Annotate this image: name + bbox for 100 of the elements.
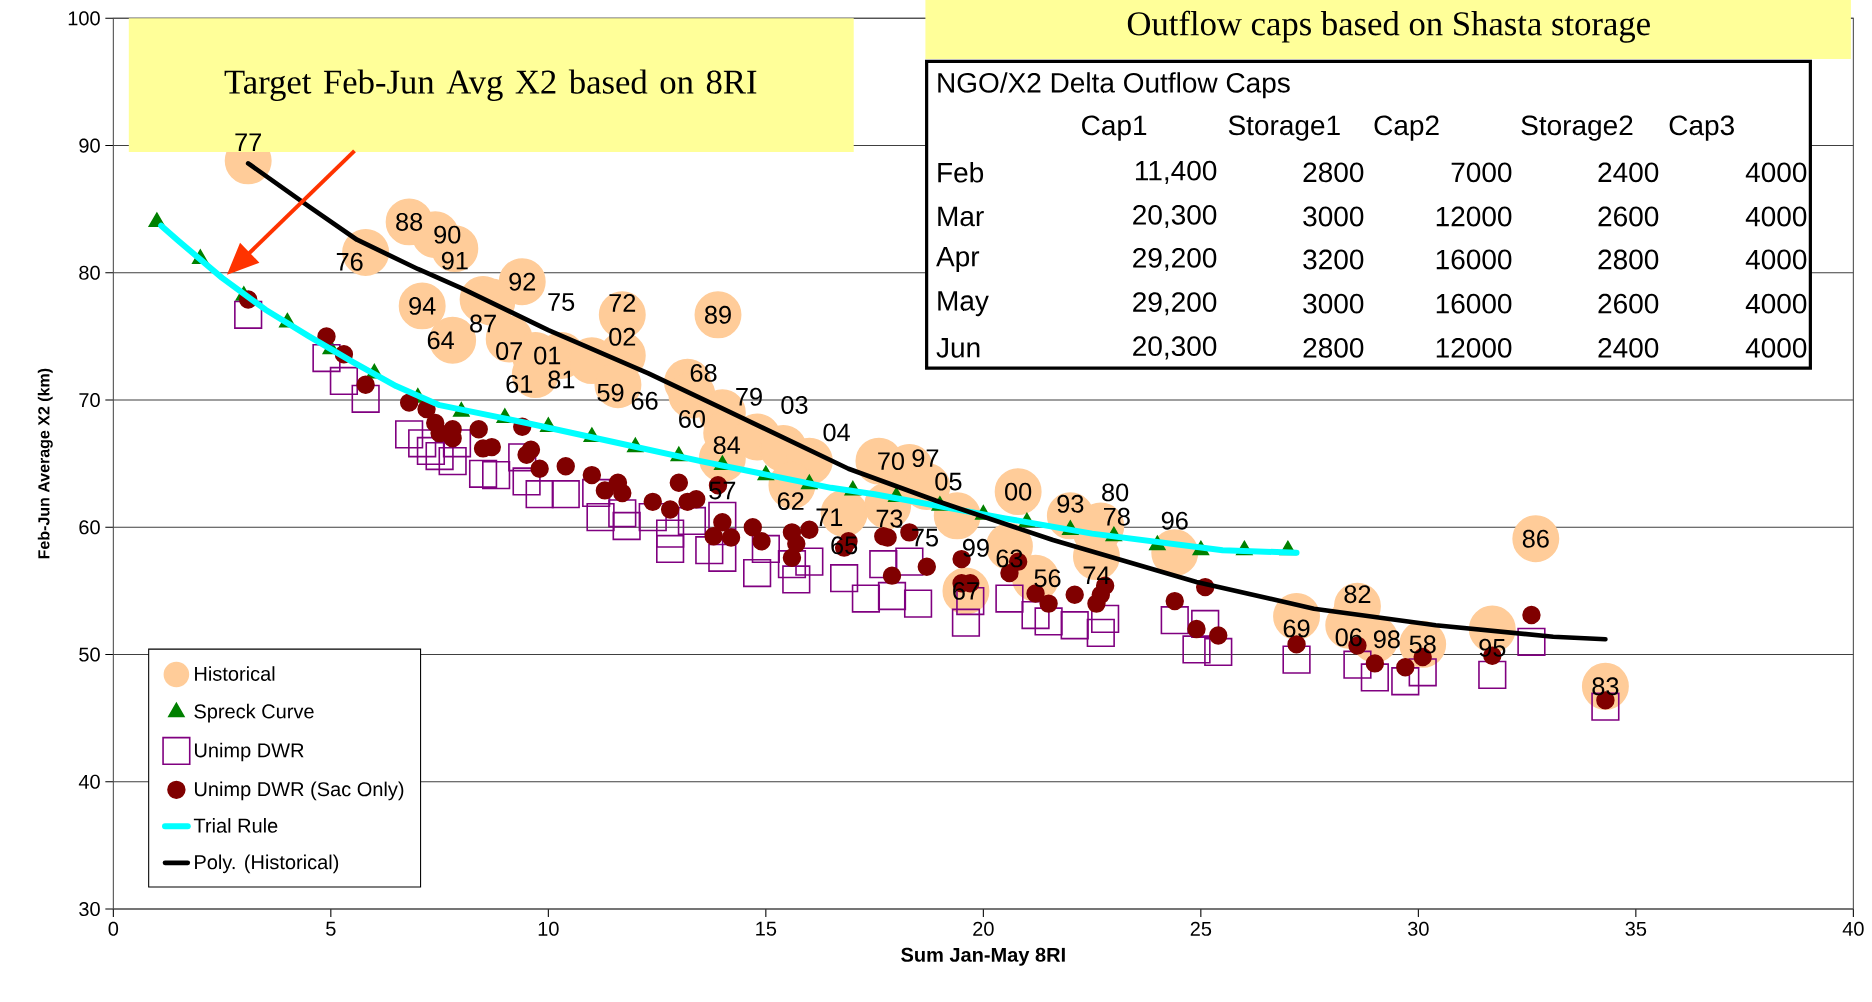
annotation: 20,300 [1133, 336, 1217, 360]
annotation: NGO/X2 Delta Outflow Caps [938, 72, 1290, 99]
annotation: 4000 [1745, 337, 1807, 358]
annotation: 89 [705, 305, 731, 324]
annotation: 72 [609, 293, 636, 312]
annotation: 76 [336, 252, 363, 271]
annotation: 68 [690, 363, 717, 382]
annotation: Jun [936, 338, 980, 358]
y-tick-label: 50 [79, 647, 100, 662]
annotation: May [938, 291, 989, 317]
annotation: 4000 [1745, 162, 1807, 183]
annotation: 4000 [1745, 249, 1807, 270]
x-tick-label: 10 [538, 921, 559, 936]
x-tick-label: 30 [1407, 921, 1429, 936]
y-tick-label: 30 [79, 901, 100, 917]
annotation: 94 [409, 296, 436, 315]
y-tick-label: 100 [68, 11, 100, 26]
annotation: 98 [1373, 630, 1400, 649]
annotation: 2600 [1598, 206, 1659, 227]
annotation: 97 [912, 449, 939, 468]
annotation: 29,200 [1133, 292, 1217, 316]
y-tick-label: 80 [79, 265, 100, 280]
annotation: Apr [936, 246, 980, 273]
annotation: 91 [441, 251, 468, 270]
y-axis-title: Feb-Jun Average X2 (km) [37, 368, 53, 559]
annotation: 96 [1161, 511, 1188, 530]
annotation: 06 [1335, 628, 1362, 647]
x-tick-label: 5 [326, 921, 336, 936]
x-tick-label: 20 [973, 921, 994, 936]
annotation: 16000 [1436, 293, 1512, 314]
annotation: 80 [1102, 483, 1129, 502]
x-tick-label: 40 [1842, 921, 1864, 936]
annotation: 67 [953, 581, 979, 600]
annotation: 03 [781, 395, 808, 414]
annotation: 92 [509, 272, 536, 291]
annotation: 62 [777, 492, 804, 511]
legend-label: Spreck Curve [194, 703, 314, 723]
annotation: 66 [631, 391, 658, 410]
annotation: 05 [935, 472, 962, 491]
x-tick-label: 15 [756, 921, 777, 936]
annotation: 56 [1034, 569, 1061, 588]
annotation: Cap1 [1082, 115, 1147, 141]
legend-label: Historical [195, 666, 275, 681]
y-tick-label: 70 [79, 392, 100, 408]
annotation: 75 [548, 293, 575, 311]
annotation: 60 [679, 409, 705, 428]
annotation: 88 [396, 212, 423, 231]
annotation: 81 [548, 370, 575, 389]
annotation: 02 [609, 327, 636, 346]
annotation: 59 [597, 383, 624, 402]
annotation: 71 [816, 508, 843, 527]
annotation: 2600 [1598, 293, 1659, 314]
annotation: 74 [1083, 566, 1110, 584]
annotation: Outflow caps based on Shasta storage [1127, 10, 1650, 43]
annotation: Storage1 [1228, 115, 1340, 141]
annotation: 90 [434, 225, 461, 244]
annotation: Feb [938, 162, 984, 183]
annotation: 69 [1283, 619, 1310, 638]
annotation: 73 [876, 509, 903, 528]
legend-label: Unimp DWR (Sac Only) [194, 781, 404, 801]
annotation: 83 [1592, 677, 1619, 696]
annotation: Target Feb-Jun Avg X2 based on 8RI [224, 69, 757, 101]
annotation: 4000 [1745, 293, 1807, 314]
annotation: 86 [1522, 529, 1549, 548]
annotation: 58 [1409, 635, 1436, 654]
annotation: Cap3 [1669, 115, 1734, 141]
x-axis-title: Sum Jan-May 8RI [901, 947, 1065, 966]
legend-label: Trial Rule [193, 818, 278, 833]
annotation: 00 [1005, 482, 1032, 501]
y-tick-label: 60 [79, 520, 100, 535]
annotation: 87 [470, 314, 496, 333]
annotation: 4000 [1745, 206, 1807, 227]
x-tick-label: 25 [1190, 921, 1212, 936]
annotation: 01 [534, 346, 561, 365]
annotation: 82 [1344, 585, 1371, 604]
y-tick-label: 90 [79, 138, 100, 153]
annotation: 3000 [1303, 206, 1364, 227]
annotation: 77 [235, 133, 261, 151]
annotation: Mar [938, 206, 984, 227]
annotation: 79 [736, 387, 762, 406]
x-tick-label: 0 [108, 921, 119, 936]
annotation: 20,300 [1133, 204, 1217, 229]
annotation: 93 [1057, 494, 1084, 513]
annotation: 84 [713, 436, 741, 455]
annotation: 78 [1104, 507, 1130, 526]
annotation: 3200 [1303, 249, 1364, 270]
annotation: 7000 [1451, 162, 1512, 183]
annotation: 70 [878, 452, 905, 471]
annotation: 2800 [1303, 162, 1364, 183]
y-tick-label: 40 [78, 774, 100, 789]
annotation: 2800 [1303, 337, 1364, 358]
annotation: 64 [427, 331, 454, 350]
annotation: 29,200 [1133, 247, 1217, 272]
annotation: 16000 [1436, 249, 1512, 270]
annotation: Cap2 [1374, 115, 1439, 141]
annotation: 75 [912, 528, 938, 547]
legend-label: Poly. (Historical) [195, 854, 339, 874]
annotation: 12000 [1436, 337, 1512, 358]
legend-label: Unimp DWR [194, 742, 304, 762]
annotation: 07 [496, 342, 522, 360]
